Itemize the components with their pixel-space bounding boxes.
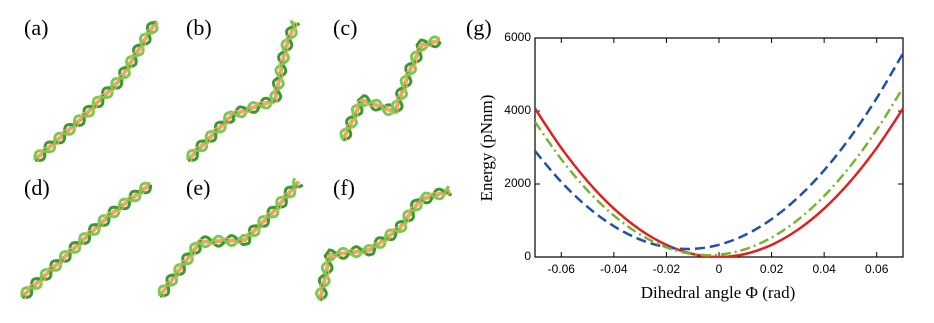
x-axis-label: Dihedral angle Φ (rad) xyxy=(641,283,796,302)
x-tick-label: -0.06 xyxy=(548,262,576,276)
x-tick-label: 0 xyxy=(716,262,723,276)
helix-strand xyxy=(159,183,304,298)
helix-strand xyxy=(186,19,298,161)
helix-base xyxy=(23,181,150,300)
x-tick-label: -0.04 xyxy=(600,262,628,276)
panel-label: (c) xyxy=(333,15,357,40)
series-group xyxy=(535,52,903,257)
y-tick-label: 0 xyxy=(524,249,531,263)
data-line xyxy=(535,52,903,251)
helix-base xyxy=(36,22,159,163)
helix-strand xyxy=(20,181,151,298)
helix-core xyxy=(341,38,441,141)
y-tick-label: 6000 xyxy=(504,30,531,44)
helix-base xyxy=(189,22,298,163)
x-tick-label: -0.02 xyxy=(653,262,681,276)
panel-label: (b) xyxy=(186,15,212,40)
helix-core xyxy=(33,20,158,162)
helix-base xyxy=(161,181,300,299)
helix-strand xyxy=(314,185,450,301)
helix-strand xyxy=(342,38,442,142)
helix-strand xyxy=(339,35,441,141)
data-line xyxy=(535,87,903,257)
panel-label: (f) xyxy=(333,175,355,200)
plot: -0.06 -0.04 -0.02 0 0.02 0.04 0.06 0 2000 4000 600… xyxy=(504,30,904,276)
panel-label: (a) xyxy=(24,15,48,40)
y-tick-label: 4000 xyxy=(504,103,531,117)
y-axis-label: Energy (pNnm) xyxy=(477,95,496,202)
dna-structures xyxy=(20,19,452,302)
plot-frame xyxy=(534,37,904,258)
x-tick-label: 0.06 xyxy=(865,262,889,276)
panel-label: (g) xyxy=(466,15,492,40)
data-line xyxy=(535,107,903,257)
x-tick-label: 0.04 xyxy=(812,262,836,276)
helix-strand xyxy=(33,20,159,160)
panel-label: (e) xyxy=(186,175,210,200)
panel-label: (d) xyxy=(24,175,50,200)
x-tick-label: 0.02 xyxy=(760,262,784,276)
helix-base xyxy=(319,191,451,301)
helix-strand xyxy=(157,177,297,297)
y-tick-label: 2000 xyxy=(504,176,531,190)
helix-strand xyxy=(34,20,157,162)
helix-base xyxy=(344,37,440,142)
